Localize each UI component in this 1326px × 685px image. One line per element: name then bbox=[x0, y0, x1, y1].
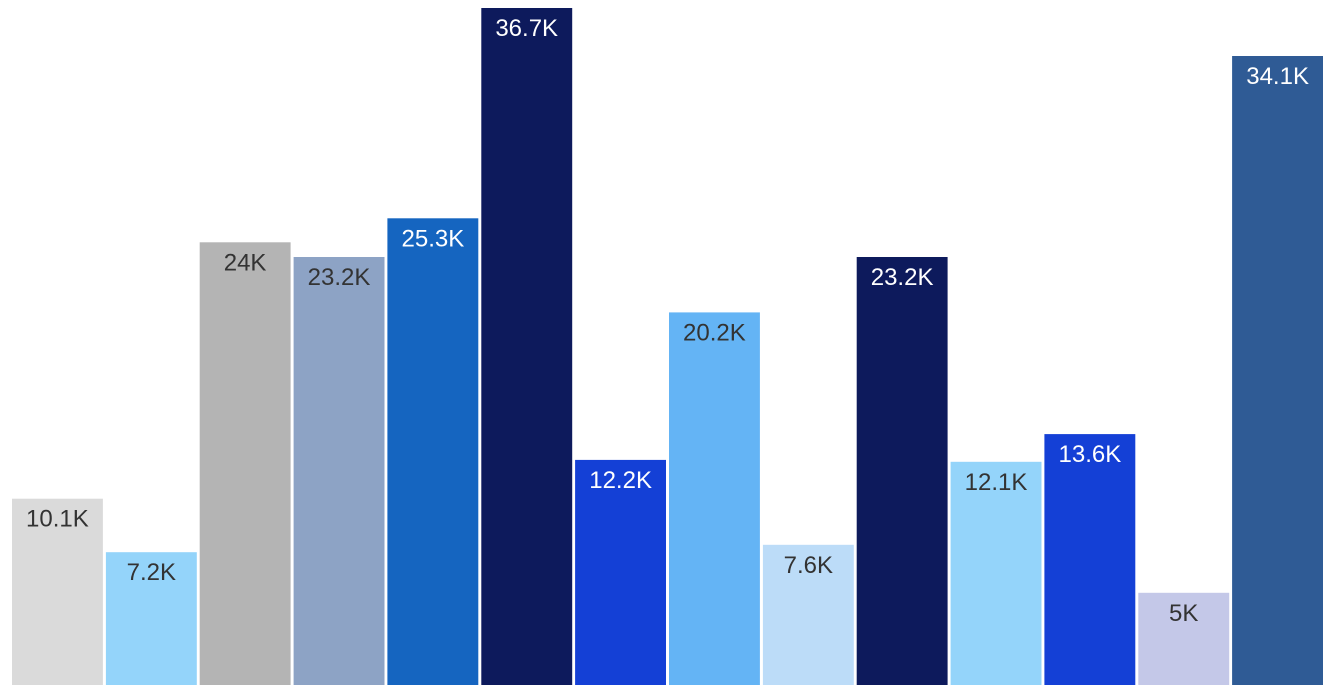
bar-value-label-10: 23.2K bbox=[871, 264, 934, 291]
bar-5 bbox=[387, 218, 479, 685]
bar-value-label-6: 36.7K bbox=[495, 15, 558, 42]
bar-value-label-13: 5K bbox=[1169, 600, 1198, 627]
bar-1 bbox=[12, 498, 103, 685]
bar-2 bbox=[105, 552, 197, 685]
bar-4 bbox=[293, 257, 385, 685]
bar-value-label-11: 12.1K bbox=[965, 469, 1028, 496]
bar-12 bbox=[1044, 434, 1136, 685]
bar-value-label-5: 25.3K bbox=[402, 225, 465, 252]
bar-13 bbox=[1138, 592, 1230, 685]
bar-6 bbox=[481, 8, 573, 685]
bar-3 bbox=[199, 242, 291, 685]
bar-14 bbox=[1232, 56, 1323, 685]
bar-11 bbox=[950, 461, 1042, 685]
bar-value-label-3: 24K bbox=[224, 249, 267, 276]
bar-7 bbox=[575, 459, 666, 685]
bar-value-label-2: 7.2K bbox=[127, 559, 176, 586]
bar-value-label-12: 13.6K bbox=[1059, 441, 1122, 468]
bar-value-label-7: 12.2K bbox=[589, 467, 652, 494]
bar-10 bbox=[856, 257, 948, 685]
bar-value-label-8: 20.2K bbox=[683, 319, 746, 346]
bar-value-label-4: 23.2K bbox=[308, 264, 371, 291]
bar-value-label-14: 34.1K bbox=[1246, 63, 1309, 90]
bar-8 bbox=[669, 312, 760, 685]
bar-value-label-9: 7.6K bbox=[784, 552, 833, 579]
bar-9 bbox=[762, 544, 854, 685]
bar-value-label-1: 10.1K bbox=[26, 506, 89, 533]
